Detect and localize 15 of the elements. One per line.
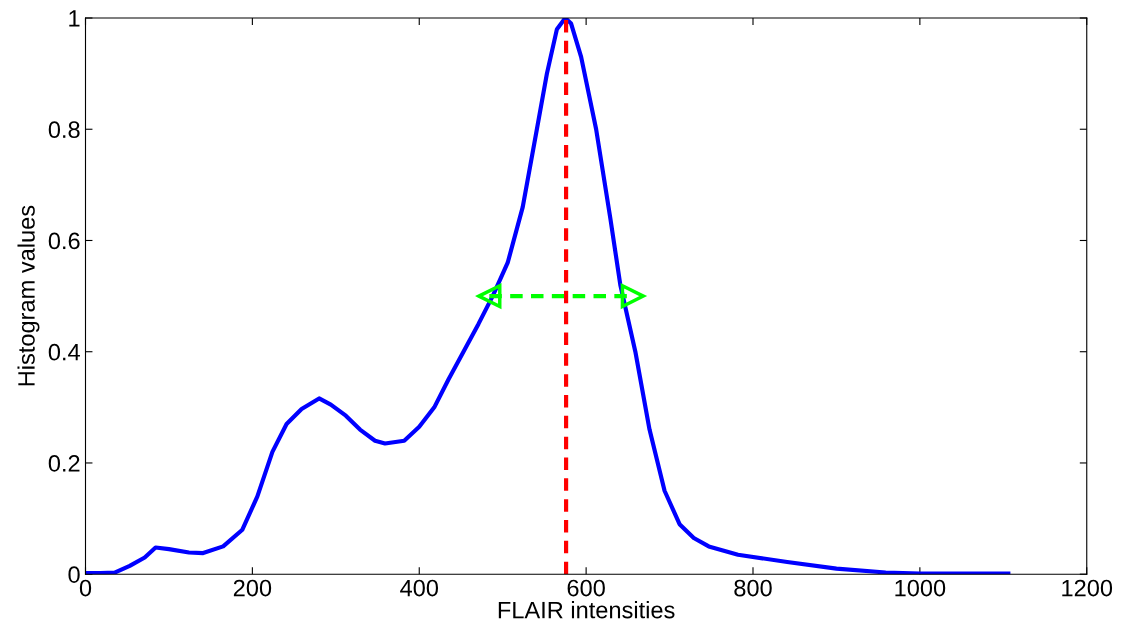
y-tick-label: 0 bbox=[68, 566, 80, 583]
y-tick-label: 0.8 bbox=[48, 121, 80, 139]
y-axis-title: Histogram values bbox=[17, 205, 40, 386]
x-axis-title: FLAIR intensities bbox=[498, 601, 675, 619]
y-tick-label: 1 bbox=[69, 10, 80, 27]
x-tick-label: 0 bbox=[79, 579, 92, 597]
y-tick-label: 0.4 bbox=[48, 343, 80, 361]
y-tick-label: 0.6 bbox=[48, 232, 80, 250]
x-tick-label: 1000 bbox=[895, 579, 946, 597]
x-tick-label: 800 bbox=[734, 579, 772, 597]
x-tick-label: 400 bbox=[400, 579, 439, 597]
x-tick-label: 600 bbox=[567, 579, 605, 597]
x-tick-label: 200 bbox=[233, 579, 272, 597]
x-tick-label: 1200 bbox=[1062, 579, 1113, 597]
y-tick-label: 0.2 bbox=[48, 455, 80, 472]
